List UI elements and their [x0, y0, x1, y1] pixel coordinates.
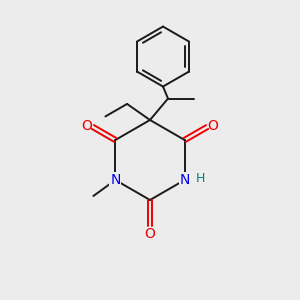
Text: N: N — [110, 173, 121, 187]
Text: O: O — [81, 119, 92, 133]
Text: O: O — [208, 119, 219, 133]
Text: O: O — [145, 227, 155, 241]
Text: H: H — [196, 172, 205, 185]
Text: N: N — [179, 173, 190, 187]
